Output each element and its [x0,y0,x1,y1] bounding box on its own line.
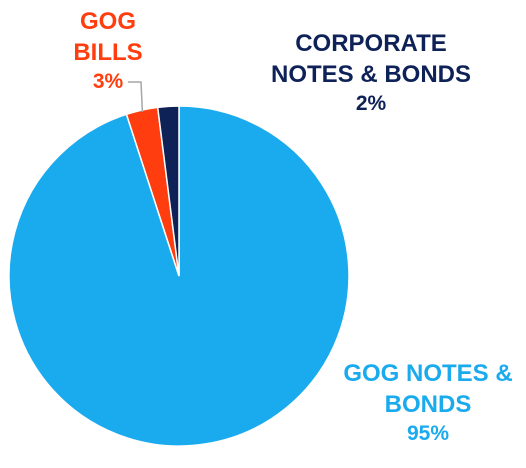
pie-slice-corporate-notes-bonds [156,105,180,277]
corporate-notes-bonds-label: CORPORATE NOTES & BONDS 2% [236,28,506,118]
gog-notes-label-line-1: GOG NOTES & [343,360,513,387]
gog-notes-bonds-label: GOG NOTES & BONDS 95% [330,358,526,448]
gog-bills-label-line-2: BILLS [73,39,143,67]
gog-bills-label-line-1: GOG [79,8,136,35]
corporate-label-line-1: CORPORATE [295,30,447,57]
gog-notes-percent-label: 95% [406,422,450,446]
gog-notes-label-line-2: BONDS [384,391,472,419]
corporate-label-line-2: NOTES & BONDS [270,61,471,89]
pie-slice-gog-notes-bonds [8,105,350,447]
gog-bills-percent-label: 3% [92,70,124,94]
gog-bills-label: GOG BILLS 3% [58,6,158,96]
gog-bills-leader-line [128,81,144,113]
corporate-percent-label: 2% [355,92,387,116]
pie-slices [8,105,350,447]
